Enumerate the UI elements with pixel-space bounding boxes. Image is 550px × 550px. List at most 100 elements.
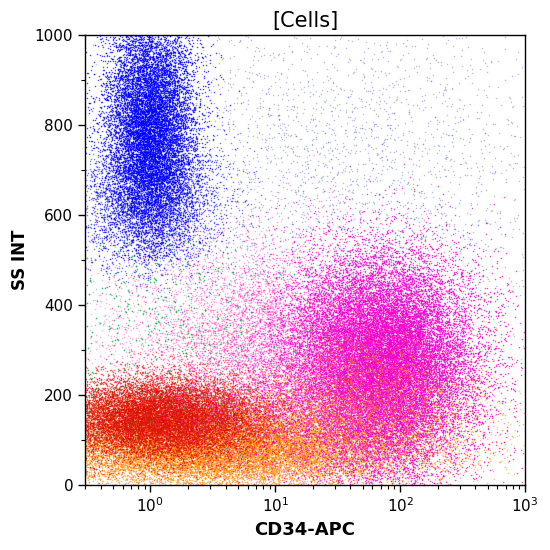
Point [343,467,351,476]
Point [294,371,303,380]
Point [214,360,223,369]
Point [394,433,403,442]
Point [145,398,154,406]
Point [149,90,158,99]
Point [235,414,244,422]
Point [375,381,384,390]
Point [153,73,162,81]
Point [138,409,146,418]
Point [185,153,194,162]
Point [442,384,451,393]
Point [337,438,345,447]
Point [318,419,327,428]
Point [267,306,276,315]
Point [191,470,200,479]
Point [173,447,182,456]
Point [159,141,168,150]
Point [117,141,126,150]
Point [206,238,215,246]
Point [366,379,375,388]
Point [394,399,403,408]
Point [168,240,177,249]
Point [425,360,433,368]
Point [348,443,357,452]
Point [145,68,154,77]
Point [145,412,153,421]
Point [168,109,177,118]
Point [439,428,448,437]
Point [160,469,169,478]
Point [302,418,311,427]
Point [212,418,221,427]
Point [159,418,168,427]
Point [362,471,371,480]
Point [414,393,423,402]
Point [258,467,267,476]
Point [265,330,274,339]
Point [97,421,106,430]
Point [280,315,289,323]
Point [148,112,157,121]
Point [216,459,224,468]
Point [348,461,356,470]
Point [361,419,370,428]
Point [229,380,238,389]
Point [127,375,136,384]
Point [131,458,140,467]
Point [172,442,180,450]
Point [155,166,164,175]
Point [373,346,382,355]
Point [446,328,455,337]
Point [111,422,120,431]
Point [383,318,392,327]
Point [430,289,438,298]
Point [304,255,312,264]
Point [154,177,163,186]
Point [245,456,254,465]
Point [298,442,306,450]
Point [182,385,191,394]
Point [380,448,389,457]
Point [318,355,327,364]
Point [207,368,216,377]
Point [294,233,303,241]
Point [456,361,465,370]
Point [95,394,104,403]
Point [177,53,186,62]
Point [157,444,166,453]
Point [137,233,146,241]
Point [250,420,259,428]
Point [168,101,177,110]
Point [304,444,312,453]
Point [140,78,148,86]
Point [212,433,221,442]
Point [376,370,384,378]
Point [486,400,494,409]
Point [283,419,292,428]
Point [449,445,458,454]
Point [292,427,300,436]
Point [446,331,455,340]
Point [392,402,400,410]
Point [388,267,397,276]
Point [253,420,262,428]
Point [353,454,361,463]
Point [381,371,389,380]
Point [359,455,368,464]
Point [427,328,436,337]
Point [213,434,222,443]
Point [313,368,322,377]
Point [323,294,332,303]
Point [140,396,148,405]
Point [123,156,132,165]
Point [130,171,139,180]
Point [167,302,175,311]
Point [239,420,248,429]
Point [120,397,129,405]
Point [151,111,160,119]
Point [385,396,394,405]
Point [124,427,133,436]
Point [117,420,126,428]
Point [96,413,104,422]
Point [436,390,444,399]
